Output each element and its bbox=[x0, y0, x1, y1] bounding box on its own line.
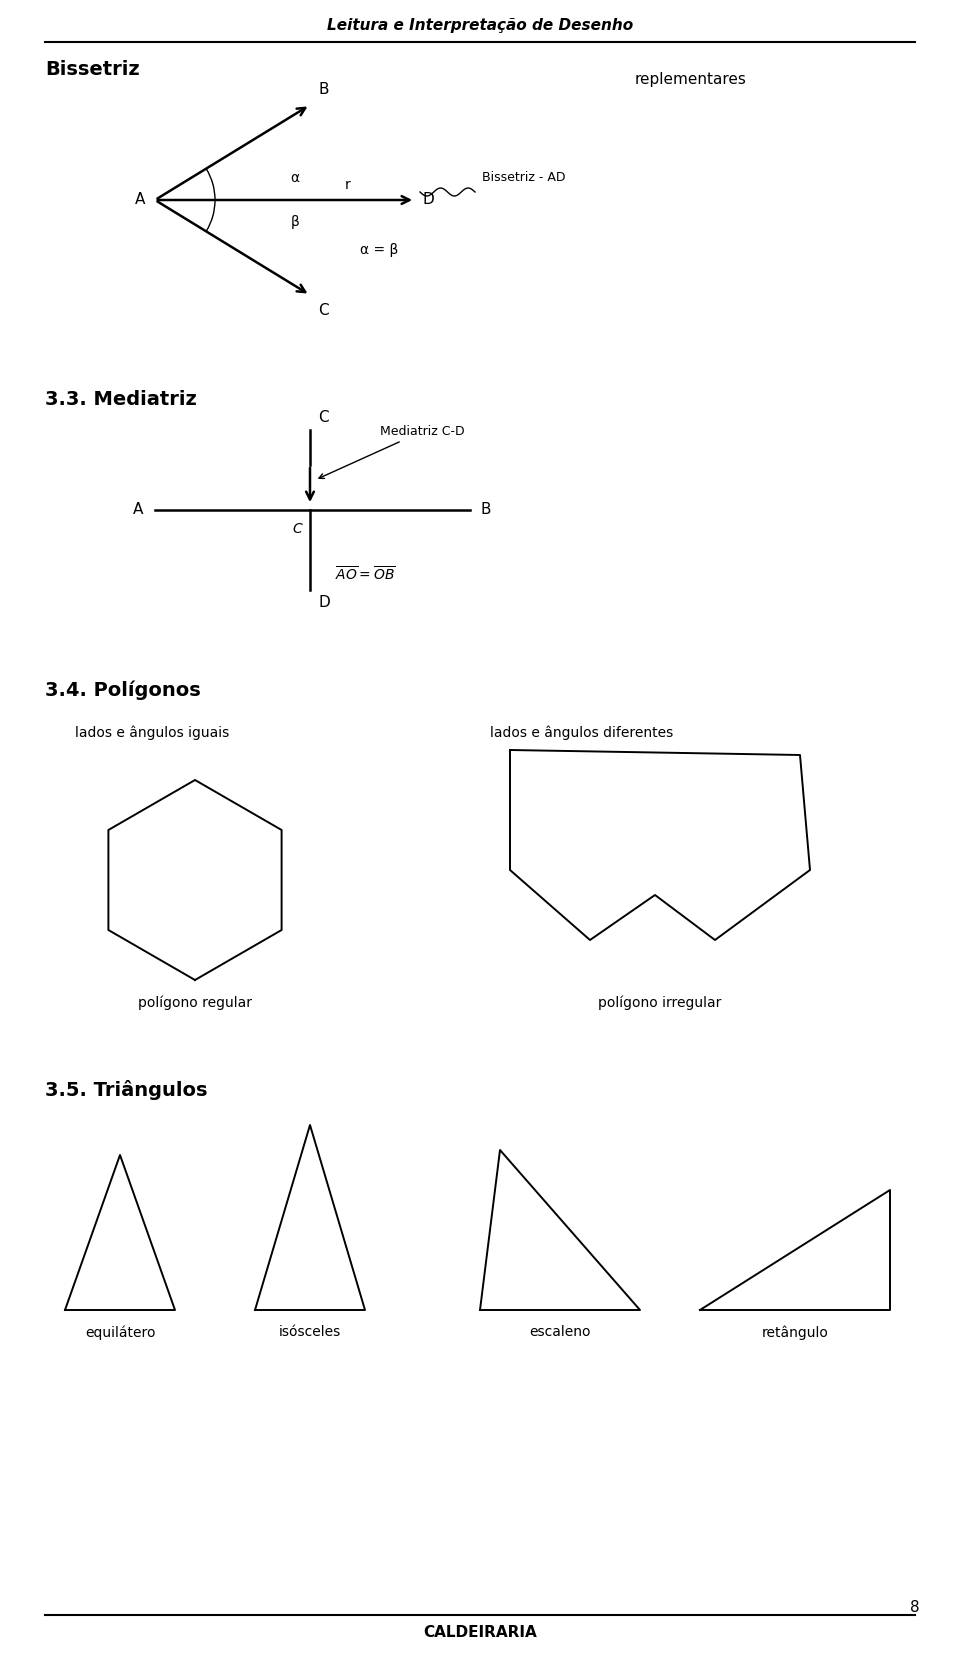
Text: C: C bbox=[292, 522, 302, 537]
Text: retângulo: retângulo bbox=[761, 1325, 828, 1340]
Text: Bissetriz - AD: Bissetriz - AD bbox=[482, 171, 565, 184]
Text: r: r bbox=[346, 178, 350, 193]
Text: replementares: replementares bbox=[635, 71, 747, 86]
Text: $\overline{AO} = \overline{OB}$: $\overline{AO} = \overline{OB}$ bbox=[335, 565, 396, 583]
Text: polígono irregular: polígono irregular bbox=[598, 996, 722, 1009]
Text: β: β bbox=[291, 214, 300, 229]
Text: lados e ângulos diferentes: lados e ângulos diferentes bbox=[490, 725, 673, 740]
Text: CALDEIRARIA: CALDEIRARIA bbox=[423, 1625, 537, 1640]
Text: 8: 8 bbox=[910, 1601, 920, 1615]
Text: B: B bbox=[480, 502, 491, 517]
Text: Bissetriz: Bissetriz bbox=[45, 60, 139, 80]
Text: escaleno: escaleno bbox=[529, 1325, 590, 1340]
Text: B: B bbox=[318, 81, 328, 96]
Text: lados e ângulos iguais: lados e ângulos iguais bbox=[75, 725, 229, 740]
Text: Mediatriz C-D: Mediatriz C-D bbox=[319, 425, 465, 479]
Text: α: α bbox=[291, 171, 300, 184]
Text: α = β: α = β bbox=[360, 243, 398, 258]
Text: D: D bbox=[423, 193, 435, 208]
Text: C: C bbox=[318, 302, 328, 317]
Text: Leitura e Interpretação de Desenho: Leitura e Interpretação de Desenho bbox=[326, 18, 634, 33]
Text: polígono regular: polígono regular bbox=[138, 996, 252, 1009]
Text: 3.4. Polígonos: 3.4. Polígonos bbox=[45, 680, 201, 700]
Text: A: A bbox=[134, 193, 145, 208]
Text: 3.5. Triângulos: 3.5. Triângulos bbox=[45, 1080, 207, 1100]
Text: D: D bbox=[318, 595, 329, 610]
Text: 3.3. Mediatriz: 3.3. Mediatriz bbox=[45, 391, 197, 409]
Text: C: C bbox=[318, 411, 328, 425]
Text: A: A bbox=[132, 502, 143, 517]
Text: isósceles: isósceles bbox=[278, 1325, 341, 1340]
Text: equilátero: equilátero bbox=[84, 1325, 156, 1340]
